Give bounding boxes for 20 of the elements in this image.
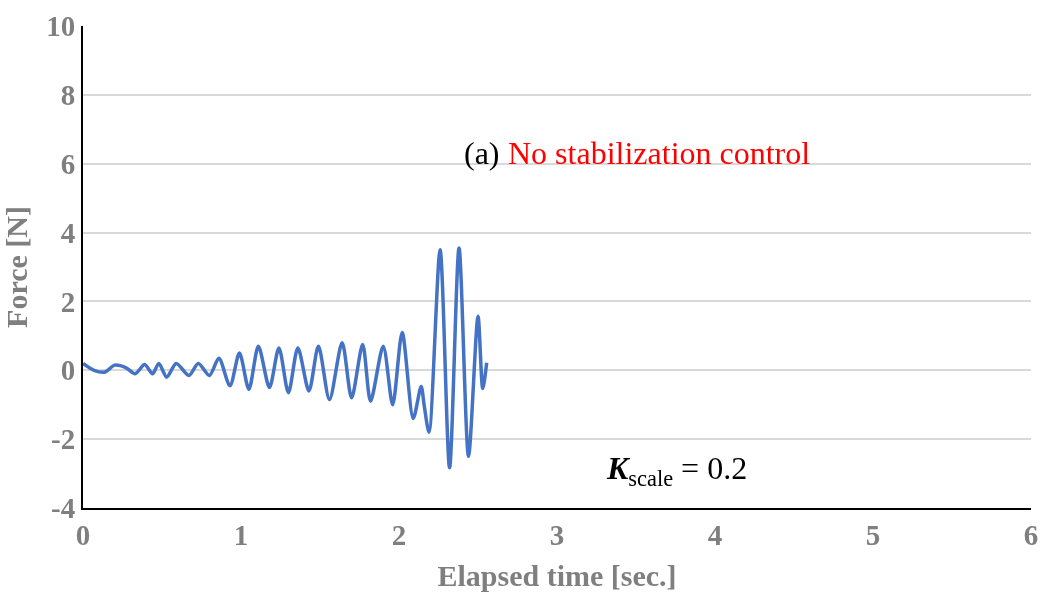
annotation: (a) [464, 135, 500, 171]
y-tick-label: 6 [60, 147, 76, 180]
x-tick-label: 2 [391, 518, 407, 551]
x-tick-label: 1 [233, 518, 249, 551]
y-tick-label: 4 [60, 216, 76, 249]
y-tick-label: 10 [46, 10, 76, 43]
x-tick-label: 3 [549, 518, 565, 551]
y-tick-label: 8 [60, 79, 76, 112]
annotation: No stabilization control [508, 135, 811, 171]
y-tick-label: 2 [60, 285, 76, 318]
annotation: K$_{scale}$ = 0.2 [606, 450, 748, 491]
x-tick-label: 6 [1023, 518, 1039, 551]
line-series [83, 246, 489, 470]
x-tick-label: 4 [707, 518, 723, 551]
y-tick-label: -4 [51, 492, 76, 525]
y-tick-label: -2 [51, 423, 76, 456]
x-axis-title: Elapsed time [sec.] [437, 558, 677, 592]
x-tick-label: 5 [865, 518, 881, 551]
y-axis-title: Force [N] [0, 206, 33, 328]
y-tick-label: 0 [60, 354, 76, 387]
